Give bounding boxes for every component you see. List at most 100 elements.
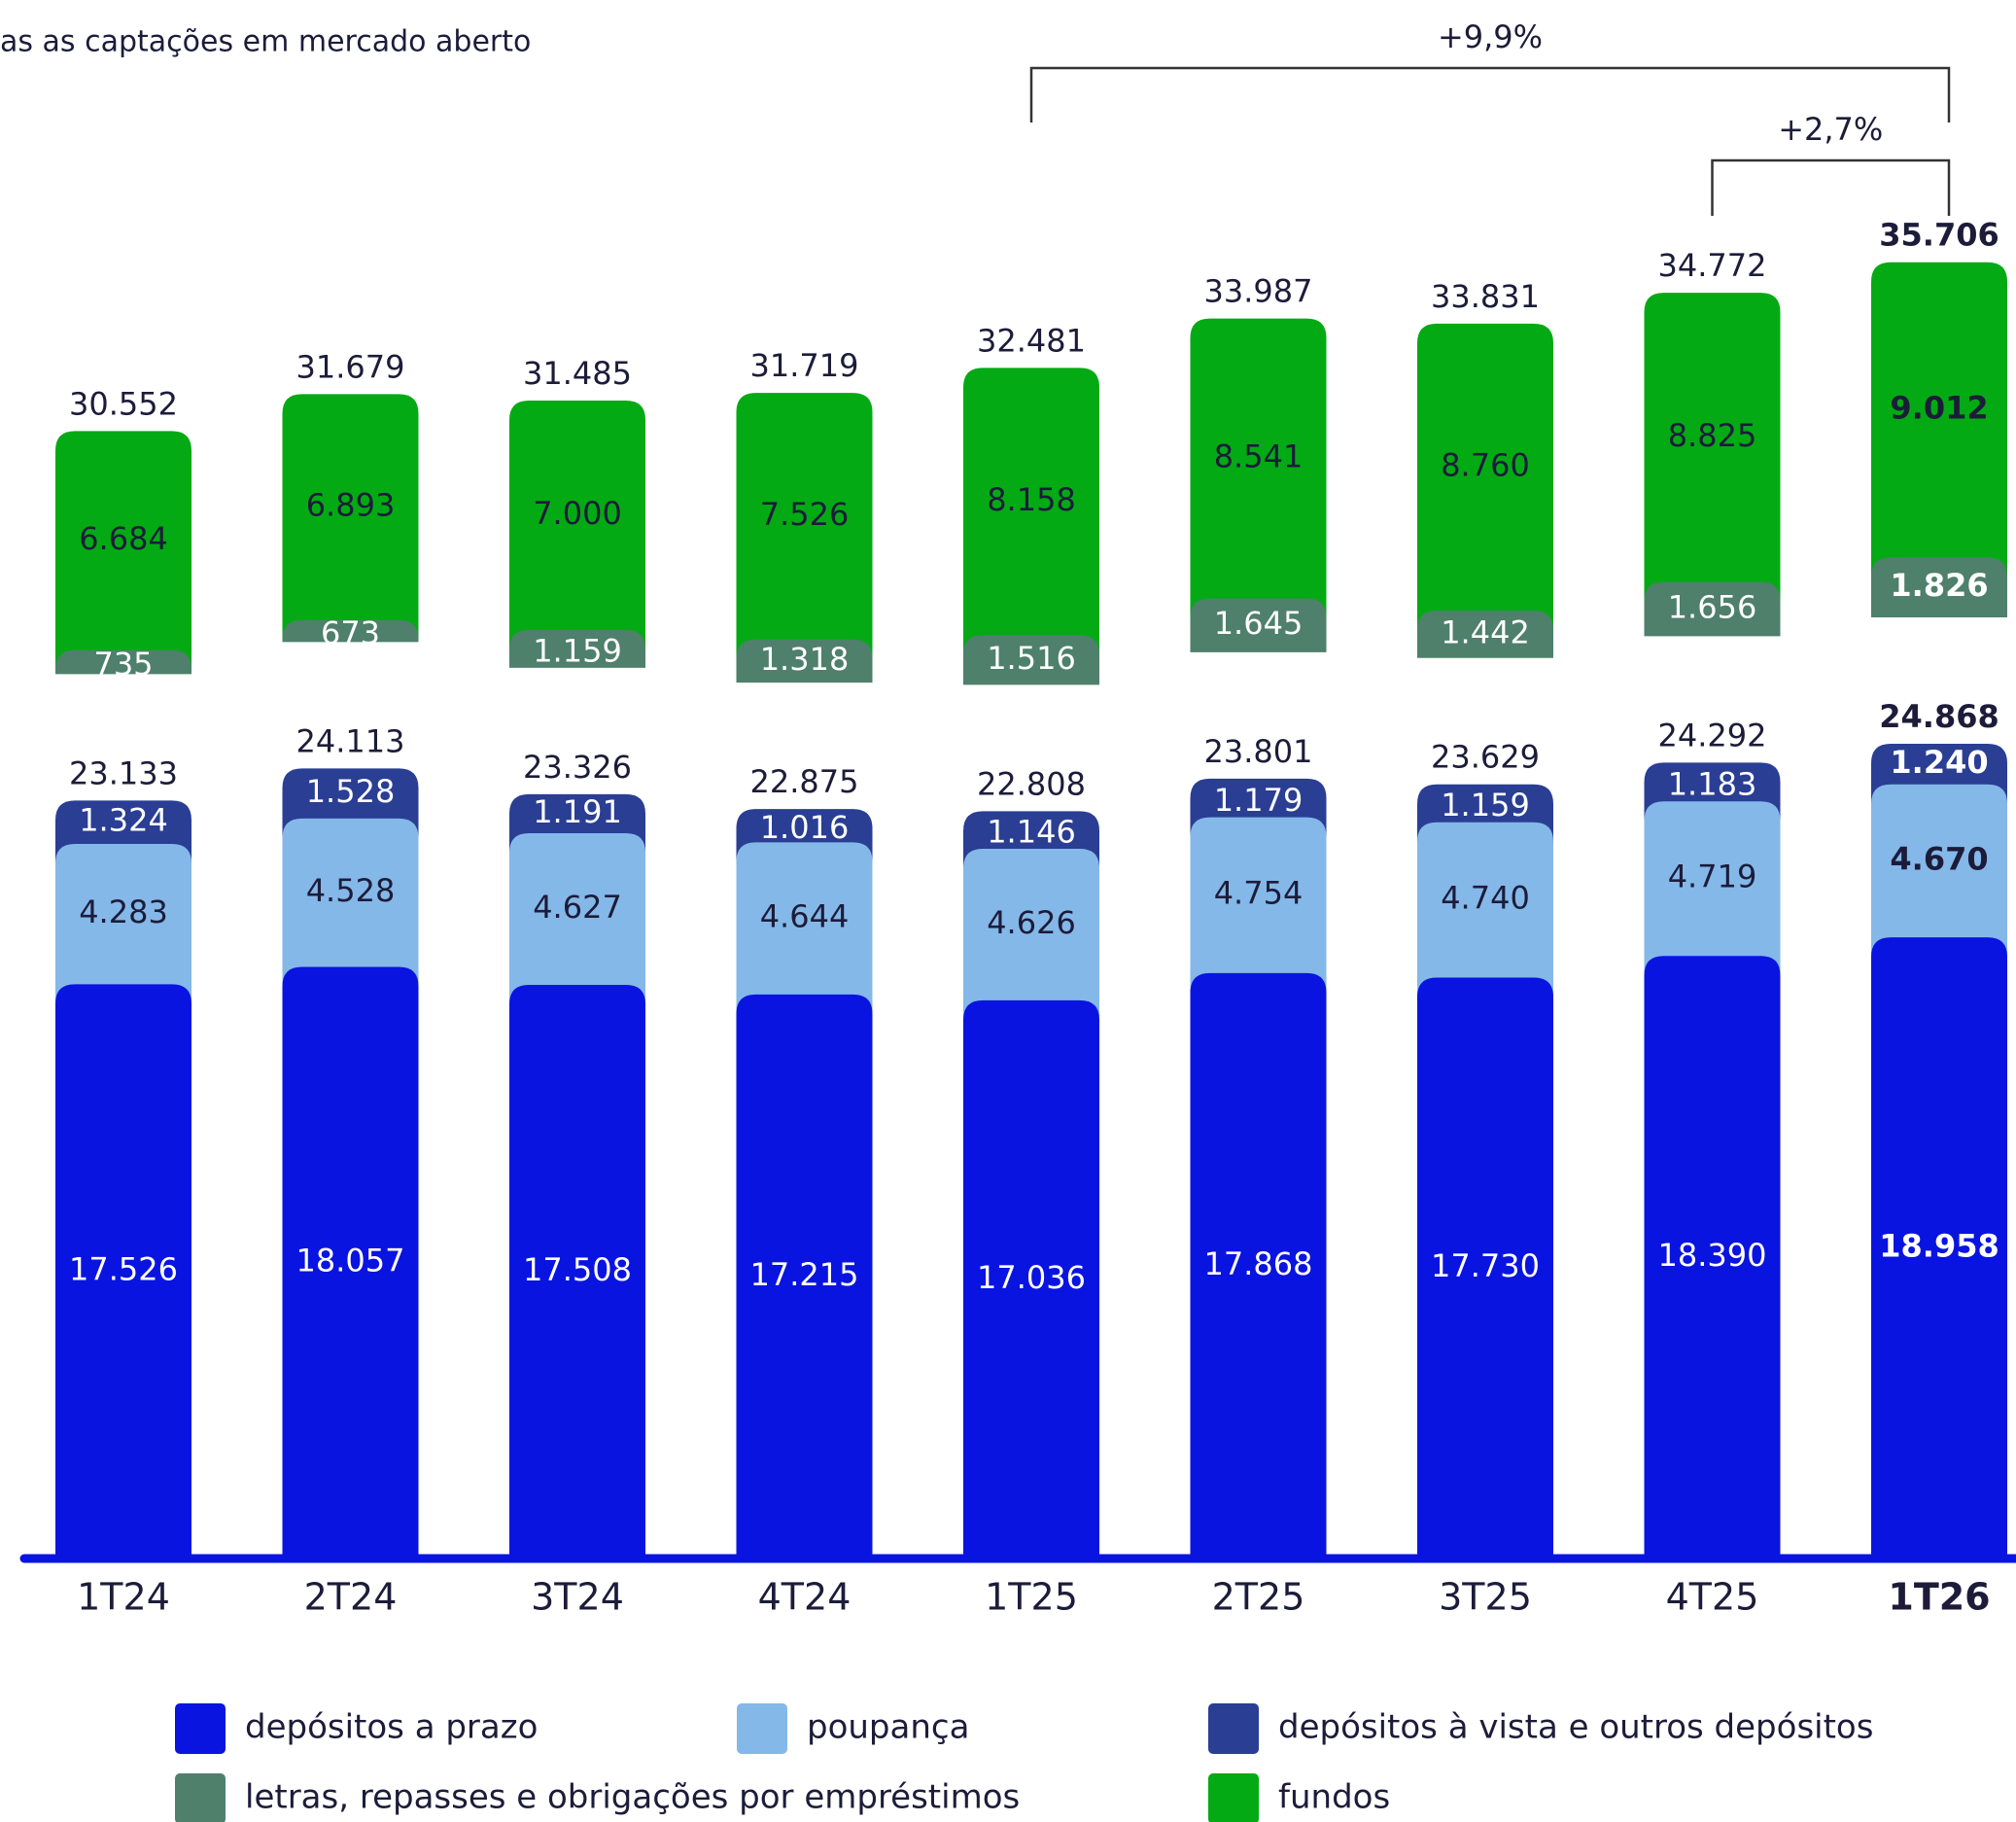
value-label: 1.159: [1441, 787, 1530, 823]
annotation: +9,9%: [1438, 18, 1543, 55]
bar-segment: [1190, 817, 1327, 993]
bar-segment: [509, 833, 645, 1004]
legend-label: depósitos a prazo: [245, 1708, 538, 1747]
bar-segment: [55, 431, 191, 670]
x-tick-label: 1T25: [985, 1576, 1078, 1619]
value-label: 4.283: [79, 893, 168, 930]
bar-segment: [963, 368, 1099, 655]
legend-swatch: [1208, 1773, 1259, 1822]
value-label: 9.012: [1890, 390, 1988, 427]
bar-segment: [1417, 611, 1553, 658]
value-label: 8.760: [1441, 447, 1530, 484]
bar-segment: [1190, 318, 1327, 618]
legend-swatch: [175, 1703, 226, 1754]
total-label: 23.801: [1204, 733, 1313, 770]
value-label: 4.644: [760, 898, 850, 935]
bar-segment: [55, 844, 191, 1004]
grand-total-label: 30.552: [69, 385, 178, 422]
value-label: 1.179: [1214, 782, 1303, 819]
bracket: [1029, 66, 1951, 123]
value-label: 1.516: [987, 640, 1076, 677]
bar-segment: [1871, 557, 2007, 617]
grand-total-label: 33.831: [1431, 278, 1540, 315]
bar-segment: [1190, 972, 1327, 1559]
x-tick-label: 3T24: [531, 1576, 624, 1619]
bar-segment: [963, 848, 1099, 1020]
value-label: 1.240: [1890, 744, 1988, 781]
x-tick-label: 1T24: [77, 1576, 170, 1619]
bar-segment: [736, 639, 873, 683]
value-label: 8.158: [987, 481, 1076, 518]
legend-label: fundos: [1278, 1778, 1390, 1817]
grand-total-label: 31.679: [296, 348, 405, 385]
value-label: 1.324: [79, 802, 168, 839]
x-tick-label: 3T25: [1439, 1576, 1532, 1619]
value-label: 17.526: [69, 1251, 178, 1288]
bracket: [1711, 158, 1951, 216]
grand-total-label: 32.481: [977, 322, 1086, 359]
bar-segment: [736, 994, 873, 1559]
bar-segment: [1644, 801, 1781, 976]
x-tick-label: 4T25: [1666, 1576, 1759, 1619]
value-label: 4.740: [1441, 880, 1530, 917]
bar-segment: [1871, 937, 2007, 1559]
legend-label: letras, repasses e obrigações por emprés…: [245, 1778, 1020, 1817]
bar-segment: [1417, 977, 1553, 1559]
value-label: 17.868: [1204, 1245, 1313, 1282]
bar-segment: [282, 394, 419, 640]
grand-total-label: 35.706: [1879, 217, 1999, 254]
value-label: 4.626: [987, 904, 1076, 941]
value-label: 735: [93, 646, 153, 683]
bar-segment: [55, 649, 191, 675]
value-label: 6.684: [79, 520, 168, 557]
bar-segment: [1871, 784, 2007, 958]
bar-segment: [282, 619, 419, 643]
value-label: 1.656: [1668, 588, 1757, 625]
bar-segment: [509, 984, 645, 1559]
bar-segment: [736, 842, 873, 1014]
value-label: 4.754: [1214, 875, 1303, 912]
bar-segment: [1190, 598, 1327, 652]
value-label: 8.825: [1668, 417, 1757, 454]
value-label: 17.215: [750, 1256, 859, 1293]
value-label: 1.016: [760, 809, 850, 846]
value-label: 17.730: [1431, 1247, 1540, 1284]
total-label: 24.113: [296, 722, 405, 759]
value-label: 4.528: [306, 872, 396, 909]
grand-total-label: 34.772: [1658, 247, 1767, 284]
value-label: 1.191: [533, 793, 622, 830]
value-label: 1.645: [1214, 605, 1303, 642]
total-label: 24.868: [1879, 698, 1999, 735]
grand-total-label: 31.485: [523, 355, 632, 392]
total-label: 23.133: [69, 754, 178, 791]
value-label: 673: [321, 614, 380, 651]
grand-total-label: 33.987: [1204, 273, 1313, 310]
bar-segment: [1417, 323, 1553, 631]
value-label: 17.036: [977, 1259, 1086, 1296]
value-label: 1.146: [987, 814, 1076, 851]
bar-segment: [282, 966, 419, 1559]
total-label: 22.875: [750, 763, 859, 800]
value-label: 1.442: [1441, 613, 1530, 650]
value-label: 4.627: [533, 889, 622, 926]
bar-segment: [963, 635, 1099, 685]
chart-subtitle: as as captações em mercado aberto: [0, 25, 531, 59]
grand-total-label: 31.719: [750, 347, 859, 384]
total-label: 24.292: [1658, 717, 1767, 753]
bar-segment: [1871, 262, 2007, 578]
bar-segment: [1417, 822, 1553, 998]
value-label: 1.528: [306, 773, 396, 810]
value-label: 18.057: [296, 1243, 405, 1279]
value-label: 8.541: [1214, 438, 1303, 475]
x-tick-label: 1T26: [1888, 1576, 1990, 1619]
bar-segment: [1644, 956, 1781, 1559]
bar-segment: [282, 818, 419, 987]
total-label: 23.629: [1431, 739, 1540, 776]
value-label: 18.390: [1658, 1237, 1767, 1274]
bar-segment: [1644, 581, 1781, 637]
value-label: 17.508: [523, 1251, 632, 1288]
legend-swatch: [1208, 1703, 1259, 1754]
value-label: 1.318: [760, 641, 850, 678]
bar-segment: [509, 629, 645, 668]
